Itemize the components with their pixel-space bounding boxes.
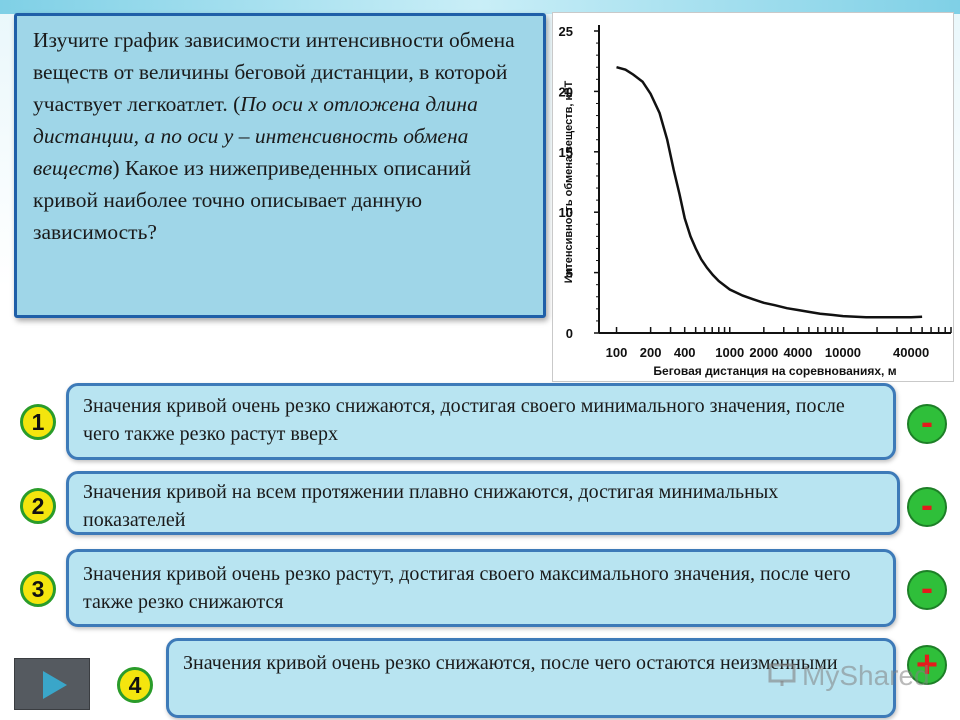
question-box: Изучите график зависимости интенсивности… — [14, 13, 546, 318]
question-text-part2: ) Какое из нижеприведенных описаний крив… — [33, 156, 471, 244]
x-tick-label: 1000 — [715, 345, 744, 360]
answer-2-number-badge: 2 — [20, 488, 56, 524]
metabolism-chart: 0 5 10 15 20 25 100 200 400 1000 2000 4000 10000 4000… — [559, 24, 952, 378]
answer-4-text: Значения кривой очень резко снижаются, п… — [183, 652, 838, 674]
answer-option-3[interactable]: Значения кривой очень резко растут, дост… — [66, 549, 896, 627]
answer-2-minus-mark: - — [907, 487, 947, 527]
x-tick-label: 2000 — [749, 345, 778, 360]
y-tick-label: 25 — [559, 24, 573, 39]
x-tick-label: 4000 — [783, 345, 812, 360]
question-text-italic: По оси х отложена длина дистанции, а по … — [33, 92, 478, 180]
y-tick-label: 10 — [559, 205, 573, 220]
y-tick-label: 15 — [559, 145, 573, 160]
x-axis-label: Беговая дистанция на соревнованиях, м — [653, 364, 896, 378]
x-tick-label: 400 — [674, 345, 696, 360]
next-slide-button[interactable] — [14, 658, 90, 710]
question-text-part1: Изучите график зависимости интенсивности… — [33, 28, 515, 116]
top-decorative-band — [0, 0, 960, 14]
answer-3-text: Значения кривой очень резко растут, дост… — [83, 563, 851, 613]
answer-option-2[interactable]: Значения кривой на всем протяжении плавн… — [66, 471, 900, 535]
answer-2-text: Значения кривой на всем протяжении плавн… — [83, 481, 779, 531]
answer-1-number-badge: 1 — [20, 404, 56, 440]
metabolism-curve — [616, 65, 923, 319]
y-tick-label: 20 — [559, 84, 573, 99]
x-tick-label: 100 — [606, 345, 628, 360]
play-triangle-icon — [43, 671, 67, 699]
y-tick-label: 0 — [566, 326, 573, 341]
chart-panel: 0 5 10 15 20 25 100 200 400 1000 2000 4000 10000 4000… — [552, 12, 954, 382]
watermark-text: MyShared — [802, 660, 930, 691]
answer-1-minus-mark: - — [907, 404, 947, 444]
y-axis-label: Интенсивность обмена веществ, кВТ — [563, 81, 575, 284]
answer-3-number-badge: 3 — [20, 571, 56, 607]
answer-4-plus-mark: + — [907, 645, 947, 685]
answer-1-text: Значения кривой очень резко снижаются, д… — [83, 395, 845, 445]
x-tick-label: 40000 — [893, 345, 929, 360]
answer-option-4[interactable]: Значения кривой очень резко снижаются, п… — [166, 638, 896, 718]
answer-4-number-badge: 4 — [117, 667, 153, 703]
answer-3-minus-mark: - — [907, 570, 947, 610]
x-tick-label: 10000 — [825, 345, 861, 360]
answer-option-1[interactable]: Значения кривой очень резко снижаются, д… — [66, 383, 896, 460]
y-tick-label: 5 — [566, 266, 573, 281]
x-tick-label: 200 — [640, 345, 662, 360]
watermark: MyShared — [768, 658, 930, 694]
presentation-icon — [768, 660, 798, 696]
